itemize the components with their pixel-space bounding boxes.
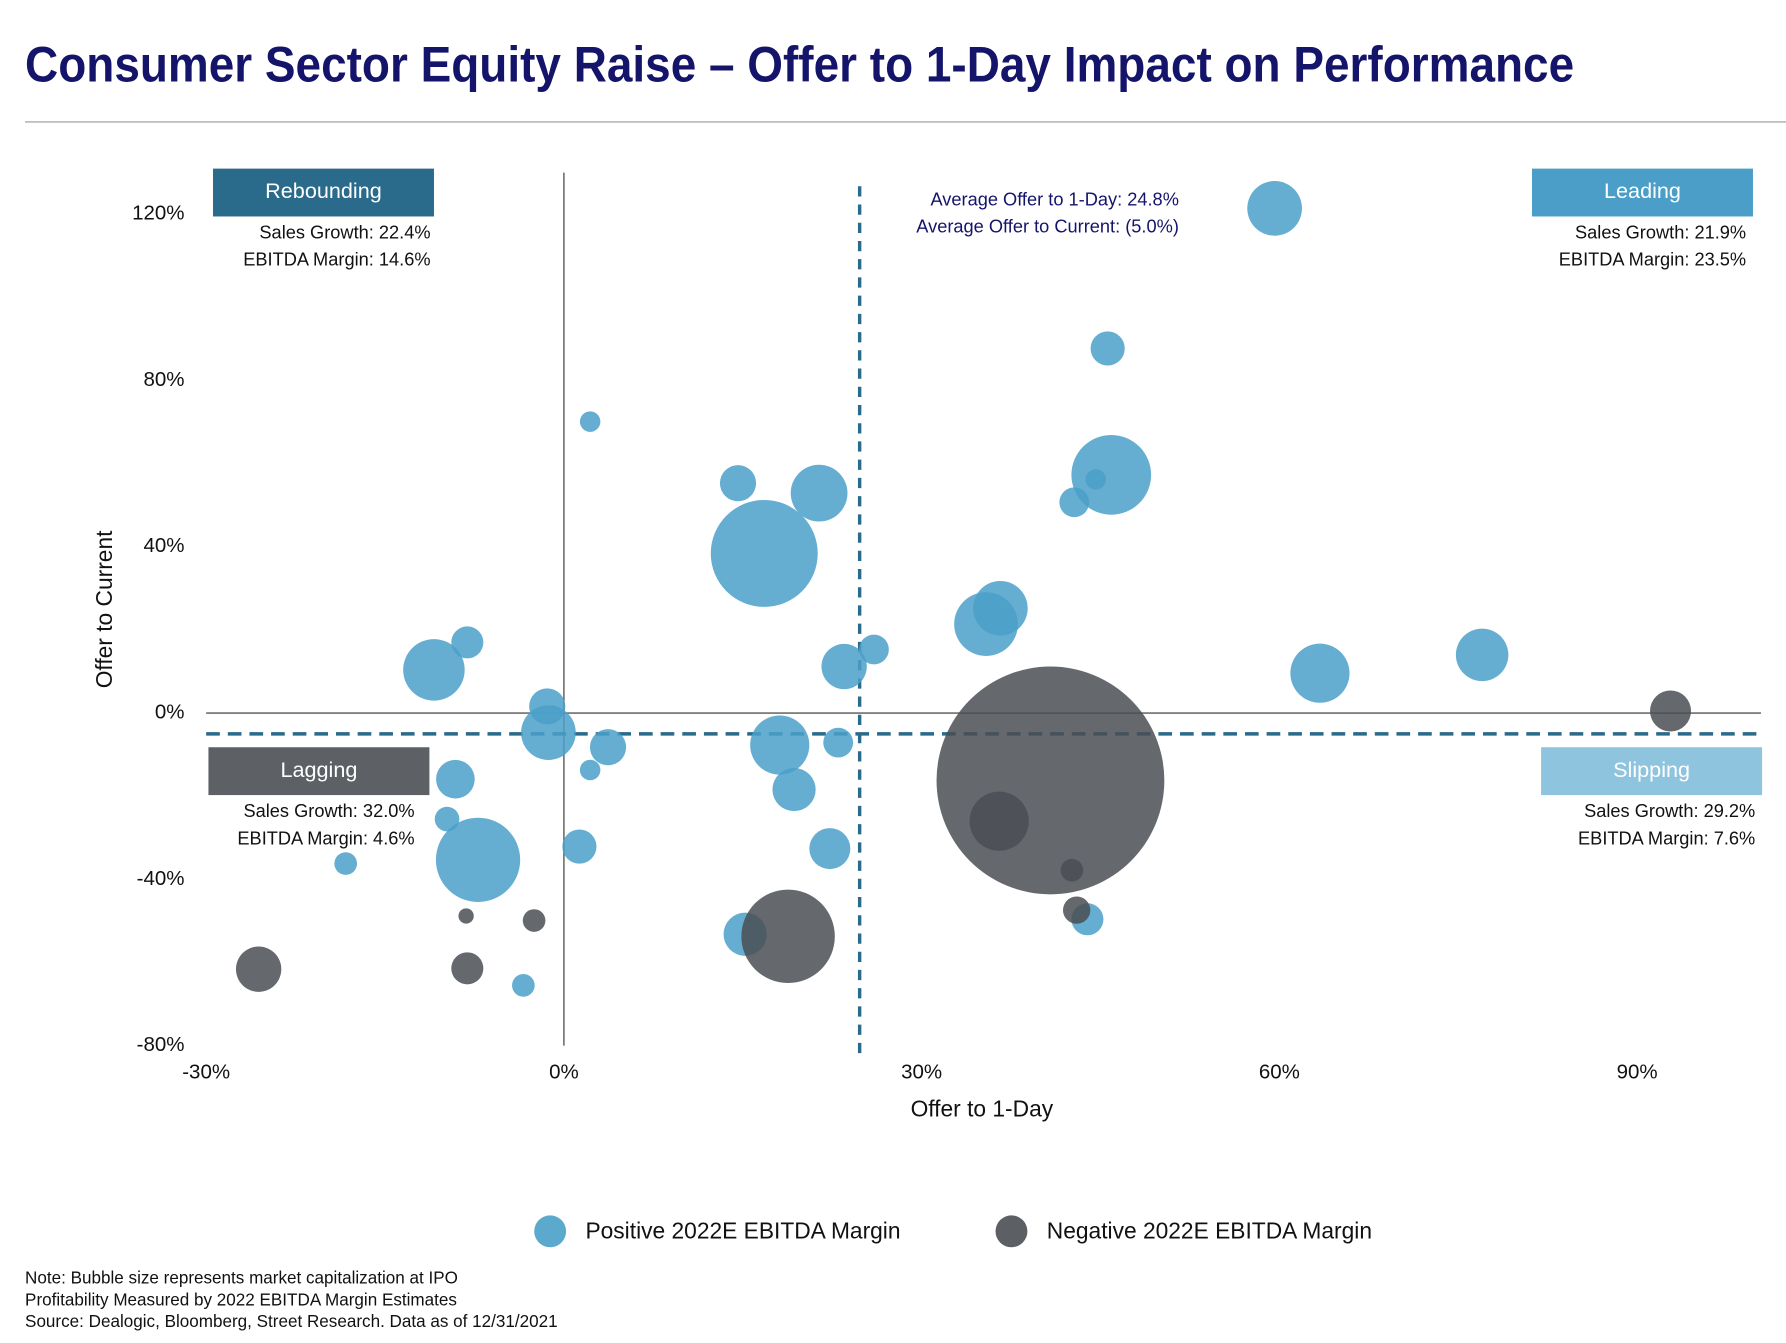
bubble: [562, 829, 597, 864]
bubble: [334, 852, 358, 875]
bubble: [1090, 331, 1125, 366]
bubble: [710, 499, 818, 607]
quadrant-sales-growth: Sales Growth: 32.0%: [243, 801, 414, 821]
footnote: Source: Dealogic, Bloomberg, Street Rese…: [25, 1312, 558, 1331]
quadrant-box: [1541, 747, 1763, 796]
bubble: [1650, 690, 1692, 732]
y-tick-label: -40%: [137, 867, 185, 890]
bubble: [1059, 487, 1090, 518]
bubble: [1071, 435, 1152, 515]
x-axis-label: Offer to 1-Day: [911, 1096, 1054, 1122]
quadrant-label: Leading: [1604, 178, 1681, 203]
x-tick-label: 60%: [1259, 1060, 1300, 1083]
quadrant-sales-growth: Sales Growth: 21.9%: [1575, 222, 1746, 242]
y-axis-label: Offer to Current: [91, 530, 117, 688]
bubble: [434, 806, 460, 832]
bubble: [1085, 469, 1107, 490]
bubble: [521, 705, 576, 760]
bubble: [936, 666, 1165, 895]
average-annotation: Average Offer to 1-Day: 24.8%: [930, 189, 1178, 209]
quadrant-ebitda-margin: EBITDA Margin: 14.6%: [243, 250, 430, 270]
bubble: [235, 946, 282, 992]
bubble: [522, 909, 546, 932]
bubble: [1060, 858, 1084, 882]
quadrant-label: Lagging: [280, 757, 357, 782]
bubble: [435, 817, 521, 902]
bubble: [403, 639, 465, 701]
bubble: [954, 592, 1018, 656]
bubble: [790, 464, 848, 522]
quadrant-ebitda-margin: EBITDA Margin: 7.6%: [1578, 828, 1755, 848]
bubble: [451, 626, 484, 659]
y-tick-label: 80%: [143, 368, 184, 391]
x-tick-label: -30%: [182, 1060, 230, 1083]
quadrant-box: [208, 747, 430, 796]
footnote: Profitability Measured by 2022 EBITDA Ma…: [25, 1290, 457, 1309]
bubble: [436, 759, 475, 799]
quadrant-box: [1531, 168, 1753, 217]
bubble: [823, 727, 854, 758]
quadrant-ebitda-margin: EBITDA Margin: 23.5%: [1559, 250, 1746, 270]
legend-label: Positive 2022E EBITDA Margin: [585, 1217, 900, 1243]
x-tick-label: 30%: [901, 1060, 942, 1083]
average-annotation: Average Offer to Current: (5.0%): [916, 217, 1179, 237]
bubble: [1247, 181, 1302, 236]
quadrant-sales-growth: Sales Growth: 29.2%: [1584, 801, 1755, 821]
quadrant-ebitda-margin: EBITDA Margin: 4.6%: [237, 828, 414, 848]
bubble: [589, 729, 627, 766]
quadrant-label: Rebounding: [265, 178, 382, 203]
quadrant-box: [212, 168, 434, 217]
quadrant-label: Slipping: [1613, 757, 1690, 782]
y-tick-label: -80%: [137, 1033, 185, 1056]
y-tick-label: 0%: [155, 700, 185, 723]
bubble: [772, 767, 816, 812]
bubble: [1063, 896, 1091, 924]
bubble: [809, 828, 851, 870]
x-tick-label: 0%: [549, 1060, 579, 1083]
chart-title: Consumer Sector Equity Raise – Offer to …: [25, 37, 1574, 93]
bubble: [859, 634, 889, 665]
bubble: [821, 643, 867, 690]
y-tick-label: 40%: [143, 534, 184, 557]
y-tick-label: 120%: [132, 202, 184, 225]
legend-marker: [995, 1215, 1028, 1248]
bubble: [579, 759, 601, 781]
bubble: [1290, 643, 1350, 703]
bubble: [579, 411, 601, 432]
legend-marker: [534, 1215, 567, 1248]
footnote: Note: Bubble size represents market capi…: [25, 1269, 458, 1288]
quadrant-sales-growth: Sales Growth: 22.4%: [259, 222, 430, 242]
bubble: [741, 889, 835, 984]
bubble: [451, 952, 484, 985]
bubble: [458, 908, 474, 924]
bubble: [969, 791, 1029, 851]
bubble: [1455, 628, 1509, 682]
bubble: [512, 974, 535, 997]
bubble: [719, 465, 757, 502]
bubble: [750, 715, 810, 775]
x-tick-label: 90%: [1617, 1060, 1658, 1083]
legend-label: Negative 2022E EBITDA Margin: [1047, 1217, 1372, 1243]
